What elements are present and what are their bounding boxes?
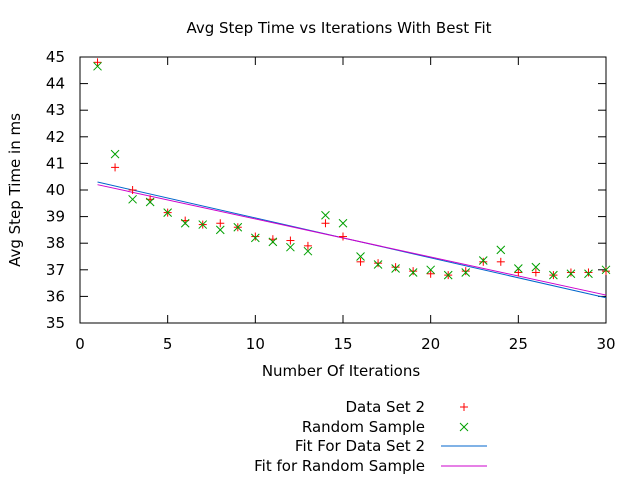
x-tick-label: 5 bbox=[163, 335, 173, 353]
y-tick-label: 40 bbox=[46, 181, 65, 199]
fit-lines bbox=[97, 181, 607, 299]
point-data-set-2 bbox=[584, 268, 593, 277]
chart-title: Avg Step Time vs Iterations With Best Fi… bbox=[186, 19, 491, 37]
point-data-set-2 bbox=[216, 219, 225, 228]
legend-marker bbox=[460, 403, 468, 411]
point-random-sample bbox=[128, 194, 137, 204]
point-random-sample bbox=[268, 237, 278, 247]
point-random-sample bbox=[356, 252, 365, 261]
point-random-sample bbox=[531, 262, 541, 272]
point-random-sample bbox=[549, 270, 558, 280]
y-tick-label: 43 bbox=[46, 101, 65, 119]
y-tick-label: 45 bbox=[46, 48, 65, 66]
x-tick-label: 20 bbox=[421, 335, 440, 353]
point-data-set-2 bbox=[602, 267, 610, 276]
point-data-set-2 bbox=[566, 268, 575, 277]
point-random-sample bbox=[496, 245, 506, 255]
y-tick-label: 39 bbox=[46, 208, 65, 226]
point-random-sample bbox=[93, 61, 102, 71]
point-data-set-2 bbox=[479, 257, 488, 266]
legend-label: Fit For Data Set 2 bbox=[295, 437, 425, 455]
x-tick-label: 15 bbox=[333, 335, 352, 353]
x-tick-label: 30 bbox=[596, 335, 615, 353]
y-tick-label: 37 bbox=[46, 261, 65, 279]
plot-frame bbox=[79, 56, 607, 324]
point-data-set-2 bbox=[111, 163, 120, 172]
point-random-sample bbox=[233, 222, 243, 232]
point-data-set-2 bbox=[321, 219, 330, 228]
point-data-set-2 bbox=[251, 232, 260, 241]
point-data-set-2 bbox=[356, 257, 365, 266]
point-random-sample bbox=[461, 268, 471, 277]
point-data-set-2 bbox=[374, 259, 383, 268]
legend-label: Fit for Random Sample bbox=[254, 457, 425, 475]
point-random-sample bbox=[338, 218, 348, 228]
point-data-set-2 bbox=[286, 236, 295, 245]
y-ticks: 35 36 37 38 39 40 41 42 43 44 45 bbox=[46, 48, 606, 332]
point-random-sample bbox=[443, 270, 453, 280]
point-data-set-2 bbox=[496, 257, 505, 266]
point-random-sample bbox=[513, 264, 523, 273]
y-tick-label: 42 bbox=[46, 128, 65, 146]
point-random-sample bbox=[250, 233, 260, 243]
point-random-sample bbox=[303, 246, 313, 256]
x-tick-label: 25 bbox=[509, 335, 528, 353]
point-data-set-2 bbox=[391, 263, 400, 272]
point-data-set-2 bbox=[128, 186, 137, 194]
data-points bbox=[93, 58, 611, 280]
x-axis-label: Number Of Iterations bbox=[262, 362, 421, 380]
point-data-set-2 bbox=[303, 241, 312, 250]
point-random-sample bbox=[110, 149, 120, 159]
point-random-sample bbox=[198, 220, 208, 229]
y-tick-label: 44 bbox=[46, 75, 65, 93]
point-data-set-2 bbox=[426, 269, 435, 278]
point-random-sample bbox=[180, 218, 190, 228]
point-random-sample bbox=[426, 265, 436, 275]
point-random-sample bbox=[566, 269, 576, 279]
point-random-sample bbox=[408, 268, 418, 277]
y-tick-label: 41 bbox=[46, 154, 65, 172]
y-tick-label: 35 bbox=[46, 314, 65, 332]
point-data-set-2 bbox=[461, 267, 470, 276]
point-random-sample bbox=[584, 269, 593, 279]
y-tick-label: 36 bbox=[46, 287, 65, 305]
point-random-sample bbox=[286, 242, 295, 252]
point-data-set-2 bbox=[531, 268, 540, 277]
point-random-sample bbox=[215, 225, 225, 235]
y-tick-label: 38 bbox=[46, 234, 65, 252]
point-random-sample bbox=[391, 264, 400, 273]
legend-label: Data Set 2 bbox=[345, 398, 425, 416]
point-random-sample bbox=[478, 256, 488, 265]
point-data-set-2 bbox=[339, 232, 347, 241]
point-random-sample bbox=[145, 197, 155, 207]
point-random-sample bbox=[601, 265, 611, 275]
x-tick-label: 10 bbox=[246, 335, 265, 353]
x-ticks: 0 5 10 15 20 25 30 bbox=[75, 57, 616, 353]
point-random-sample bbox=[373, 260, 383, 269]
legend-marker bbox=[459, 422, 469, 432]
legend-label: Random Sample bbox=[302, 418, 425, 436]
fit-line-fit-for-random-sample bbox=[97, 184, 607, 296]
point-random-sample bbox=[163, 208, 173, 217]
point-data-set-2 bbox=[514, 268, 523, 277]
y-axis-label: Avg Step Time in ms bbox=[6, 113, 24, 267]
point-random-sample bbox=[321, 210, 330, 220]
point-data-set-2 bbox=[93, 58, 102, 67]
point-data-set-2 bbox=[409, 267, 418, 276]
x-tick-label: 0 bbox=[75, 335, 85, 353]
